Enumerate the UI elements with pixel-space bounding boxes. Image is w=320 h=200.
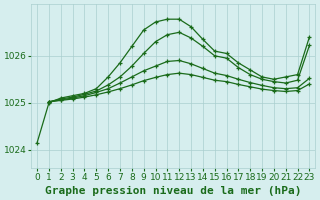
X-axis label: Graphe pression niveau de la mer (hPa): Graphe pression niveau de la mer (hPa): [45, 186, 301, 196]
